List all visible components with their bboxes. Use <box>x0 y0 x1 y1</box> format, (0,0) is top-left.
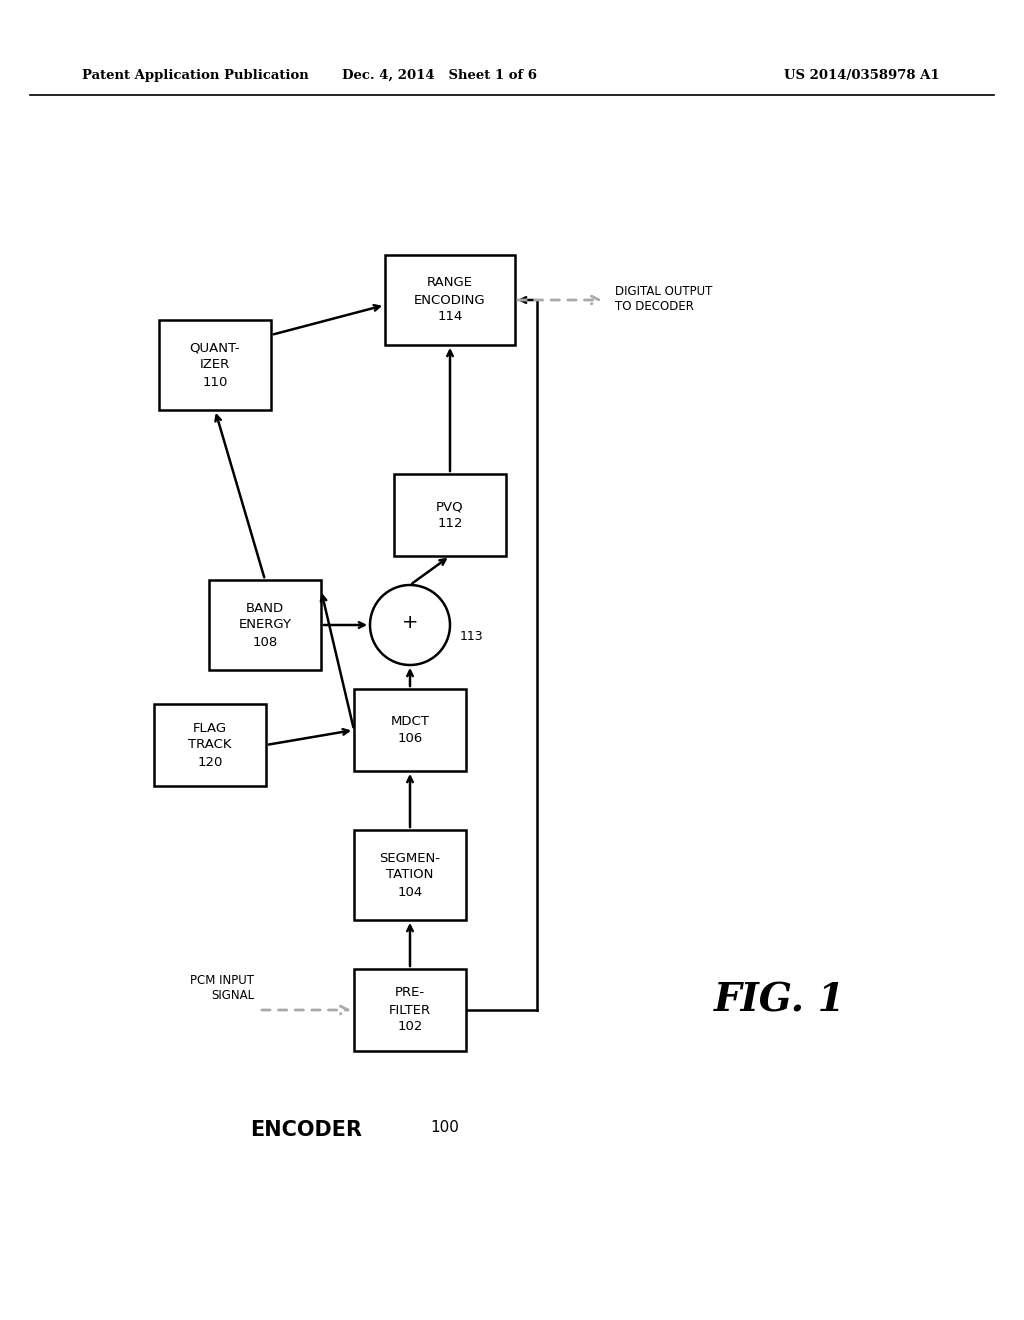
Text: PRE-
FILTER
102: PRE- FILTER 102 <box>389 986 431 1034</box>
Text: RANGE
ENCODING
114: RANGE ENCODING 114 <box>414 276 485 323</box>
FancyBboxPatch shape <box>385 255 515 345</box>
Text: BAND
ENERGY
108: BAND ENERGY 108 <box>239 602 292 648</box>
FancyBboxPatch shape <box>209 579 321 671</box>
Text: FIG. 1: FIG. 1 <box>714 981 846 1019</box>
Text: ENCODER: ENCODER <box>250 1119 362 1140</box>
Circle shape <box>370 585 450 665</box>
Text: +: + <box>401 612 418 631</box>
Text: US 2014/0358978 A1: US 2014/0358978 A1 <box>784 69 940 82</box>
Text: Dec. 4, 2014   Sheet 1 of 6: Dec. 4, 2014 Sheet 1 of 6 <box>342 69 538 82</box>
Text: SEGMEN-
TATION
104: SEGMEN- TATION 104 <box>380 851 440 899</box>
Text: PVQ
112: PVQ 112 <box>436 500 464 531</box>
Text: FLAG
TRACK
120: FLAG TRACK 120 <box>188 722 231 768</box>
FancyBboxPatch shape <box>394 474 506 556</box>
Text: 113: 113 <box>460 631 483 644</box>
Text: PCM INPUT
SIGNAL: PCM INPUT SIGNAL <box>190 974 254 1002</box>
FancyBboxPatch shape <box>154 704 266 785</box>
Text: Patent Application Publication: Patent Application Publication <box>82 69 309 82</box>
FancyBboxPatch shape <box>159 319 271 411</box>
FancyBboxPatch shape <box>354 830 466 920</box>
FancyBboxPatch shape <box>354 969 466 1051</box>
Text: DIGITAL OUTPUT
TO DECODER: DIGITAL OUTPUT TO DECODER <box>615 285 713 313</box>
Text: MDCT
106: MDCT 106 <box>390 715 429 744</box>
FancyBboxPatch shape <box>354 689 466 771</box>
Text: QUANT-
IZER
110: QUANT- IZER 110 <box>189 342 241 388</box>
Text: 100: 100 <box>430 1119 459 1134</box>
